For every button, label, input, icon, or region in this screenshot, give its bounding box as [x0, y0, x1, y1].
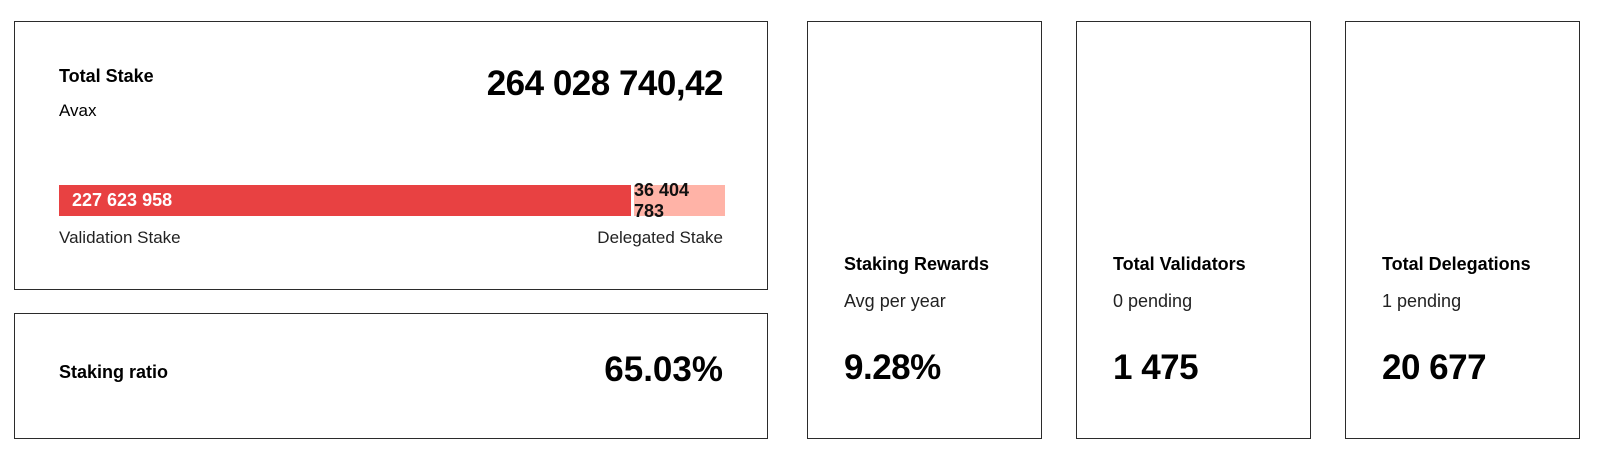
delegated-stake-segment: 36 404 783 [634, 180, 725, 221]
staking-rewards-card: Staking Rewards Avg per year 9.28% [807, 21, 1042, 439]
staking-rewards-title: Staking Rewards [844, 254, 990, 274]
staking-ratio-title: Staking ratio [59, 362, 169, 382]
total-validators-card: Total Validators 0 pending 1 475 [1076, 21, 1311, 439]
total-validators-pending: 0 pending [1113, 291, 1193, 311]
total-delegations-title: Total Delegations [1382, 254, 1531, 274]
total-stake-value: 264 028 740,42 [486, 64, 724, 103]
staking-ratio-value: 65.03% [604, 350, 723, 389]
total-stake-unit: Avax [59, 101, 97, 120]
delegated-stake-value: 36 404 783 [634, 179, 690, 221]
total-delegations-pending: 1 pending [1382, 291, 1462, 311]
validation-stake-segment: 227 623 958 [59, 185, 631, 216]
total-validators-value: 1 475 [1113, 348, 1199, 387]
staking-ratio-card: Staking ratio 65.03% [14, 313, 768, 439]
delegated-stake-label: Delegated Stake [597, 228, 723, 247]
total-delegations-value: 20 677 [1382, 348, 1487, 387]
validation-stake-value: 227 623 958 [72, 190, 173, 210]
stake-bar-divider [631, 185, 634, 216]
staking-rewards-value: 9.28% [844, 348, 941, 387]
validation-stake-label: Validation Stake [59, 228, 181, 247]
total-stake-card: Total Stake Avax 264 028 740,42 227 623 … [14, 21, 768, 290]
total-validators-title: Total Validators [1113, 254, 1246, 274]
total-delegations-card: Total Delegations 1 pending 20 677 [1345, 21, 1580, 439]
stake-breakdown-bar: 227 623 958 36 404 783 [59, 180, 725, 221]
staking-rewards-subtitle: Avg per year [844, 291, 946, 311]
total-stake-title: Total Stake [59, 66, 154, 86]
